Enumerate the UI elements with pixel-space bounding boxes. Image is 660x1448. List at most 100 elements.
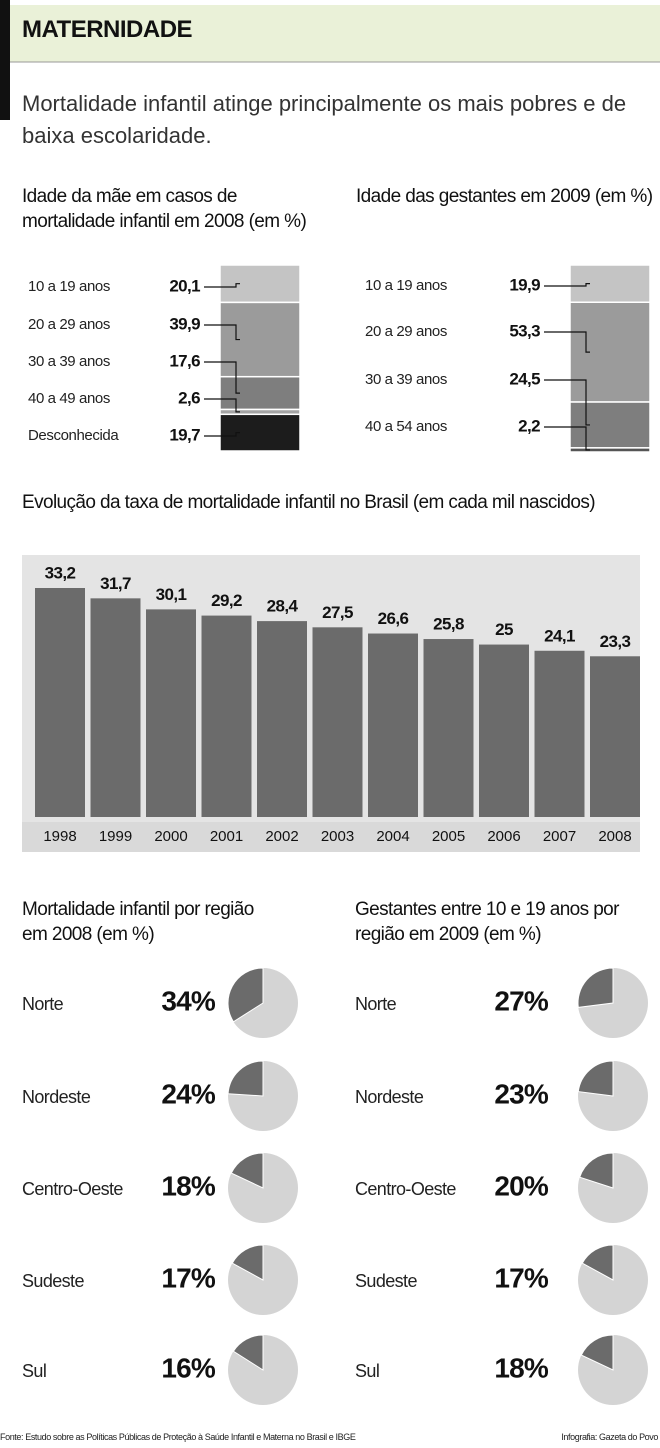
value-label: 27,5 (322, 603, 353, 622)
value-label: 23% (494, 1078, 549, 1109)
pie-slice (577, 1060, 614, 1097)
x-tick-label: 1998 (43, 828, 76, 845)
value-label: 29,2 (211, 591, 242, 610)
bar (201, 615, 252, 817)
bar (423, 639, 474, 817)
value-label: 28,4 (267, 597, 299, 616)
pie-slice (580, 1334, 614, 1371)
value-label: 24% (161, 1078, 216, 1109)
value-label: 26,6 (378, 609, 409, 628)
chart-title: Mortalidade infantil por região em 2008 … (22, 899, 254, 945)
value-label: 25,8 (433, 615, 464, 634)
leader-line (544, 379, 590, 426)
bar (368, 633, 418, 817)
leader-line (544, 331, 590, 353)
bar-segment (569, 447, 651, 453)
category-label: Sudeste (22, 1271, 84, 1291)
x-tick-label: 2001 (210, 828, 243, 845)
bar-segment (219, 301, 301, 378)
bar (90, 598, 141, 817)
value-label: 33,2 (45, 563, 76, 582)
value-label: 27% (494, 985, 549, 1016)
category-label: 40 a 54 anos (365, 418, 447, 435)
bar-segment (569, 401, 651, 449)
value-label: 2,2 (518, 416, 540, 435)
value-label: 16% (161, 1352, 216, 1383)
pie-slice (230, 1152, 264, 1189)
bar (534, 650, 585, 817)
bar-segment (569, 264, 651, 304)
category-label: Norte (355, 994, 397, 1014)
category-label: Desconhecida (28, 427, 119, 444)
source: Fonte: Estudo sobre as Políticas Pública… (0, 1432, 356, 1442)
chart-title: Idade da mãe em casos de mortalidade inf… (22, 186, 307, 232)
subtitle: Mortalidade infantil atinge principalmen… (22, 91, 627, 148)
category-label: 30 a 39 anos (28, 353, 110, 370)
category-label: 10 a 19 anos (365, 277, 447, 294)
value-label: 23,3 (600, 632, 631, 651)
leader-line (204, 283, 240, 288)
x-tick-label: 2004 (376, 828, 409, 845)
header-title: MATERNIDADE (22, 16, 193, 43)
pie-slice (581, 1244, 614, 1281)
bar-segment (219, 264, 301, 304)
value-label: 20% (494, 1170, 549, 1201)
pie-slice (579, 1152, 614, 1189)
leader-line (544, 426, 590, 451)
value-label: 18% (161, 1170, 216, 1201)
category-label: 20 a 29 anos (365, 323, 447, 340)
leader-line (204, 361, 240, 394)
category-label: Nordeste (355, 1087, 424, 1107)
x-tick-label: 2008 (598, 828, 631, 845)
category-label: Nordeste (22, 1087, 91, 1107)
bar-segment (219, 375, 301, 411)
pie-slice (231, 1244, 264, 1281)
category-label: 20 a 29 anos (28, 316, 110, 333)
leader-line (204, 432, 240, 437)
header-band (10, 5, 660, 62)
value-label: 24,1 (544, 626, 575, 645)
value-label: 2,6 (178, 388, 200, 407)
pie-slice (232, 1334, 264, 1371)
leader-line (544, 283, 590, 287)
x-tick-label: 2005 (432, 828, 465, 845)
bar (257, 621, 307, 817)
value-label: 31,7 (100, 574, 131, 593)
bar (35, 588, 85, 817)
chart-title: Gestantes entre 10 e 19 anos por região … (355, 899, 619, 945)
pie-slice (227, 967, 264, 1023)
category-label: Norte (22, 994, 64, 1014)
chart-title: Evolução da taxa de mortalidade infantil… (22, 492, 596, 513)
value-label: 18% (494, 1352, 549, 1383)
header-bar (0, 0, 10, 120)
value-label: 30,1 (156, 585, 187, 604)
category-label: Sul (355, 1361, 379, 1381)
value-label: 25 (495, 620, 513, 639)
x-tick-label: 1999 (99, 828, 132, 845)
credit: Infografia: Gazeta do Povo (561, 1432, 658, 1442)
bar (590, 656, 640, 817)
leader-line (204, 324, 240, 341)
value-label: 39,9 (169, 314, 200, 333)
value-label: 19,9 (509, 275, 540, 294)
category-label: 30 a 39 anos (365, 371, 447, 388)
bar-axis-band (22, 822, 640, 852)
x-tick-label: 2003 (321, 828, 354, 845)
value-label: 17% (161, 1262, 216, 1293)
bar (312, 627, 363, 817)
bar-segment (219, 413, 301, 452)
x-tick-label: 2002 (265, 828, 298, 845)
value-label: 53,3 (509, 321, 540, 340)
category-label: 10 a 19 anos (28, 278, 110, 295)
x-tick-label: 2000 (154, 828, 187, 845)
value-label: 17,6 (169, 351, 200, 370)
chart-title: Idade das gestantes em 2009 (em %) (356, 186, 653, 207)
bar (479, 644, 529, 817)
value-label: 17% (494, 1262, 549, 1293)
pie-slice (227, 1060, 264, 1097)
bar (146, 609, 196, 817)
value-label: 20,1 (169, 276, 200, 295)
value-label: 19,7 (169, 425, 200, 444)
